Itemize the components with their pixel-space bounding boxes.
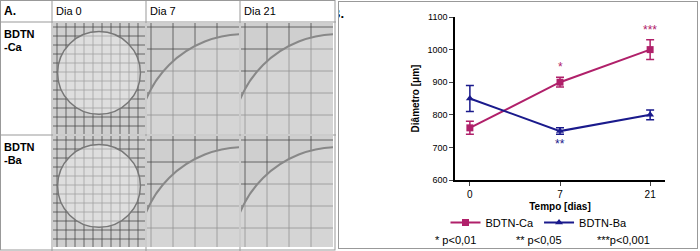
- svg-text:***p<0,001: ***p<0,001: [597, 234, 650, 246]
- svg-text:Dia 21: Dia 21: [244, 5, 276, 17]
- svg-text:A.: A.: [4, 4, 16, 18]
- svg-text:Tempo [dias]: Tempo [dias]: [529, 201, 590, 212]
- svg-text:1100: 1100: [428, 12, 447, 22]
- svg-text:**: **: [555, 137, 565, 151]
- svg-text:BDTN-Ba: BDTN-Ba: [579, 217, 627, 229]
- svg-text:1000: 1000: [427, 45, 447, 55]
- svg-text:Dia 0: Dia 0: [56, 5, 82, 17]
- svg-text:B.: B.: [338, 6, 344, 21]
- svg-text:Diâmetro [μm]: Diâmetro [μm]: [410, 65, 421, 133]
- svg-text:BDTN-Ca: BDTN-Ca: [486, 217, 535, 229]
- svg-text:Dia 7: Dia 7: [150, 5, 176, 17]
- svg-text:BDTN-Ba: BDTN-Ba: [4, 141, 35, 166]
- svg-text:800: 800: [432, 110, 447, 120]
- svg-text:21: 21: [645, 189, 657, 200]
- svg-text:600: 600: [432, 175, 447, 185]
- svg-text:BDTN-Ca: BDTN-Ca: [4, 28, 35, 53]
- svg-text:*: *: [558, 60, 563, 74]
- svg-text:7: 7: [557, 189, 563, 200]
- svg-text:** p<0,05: ** p<0,05: [516, 234, 562, 246]
- svg-text:0: 0: [467, 189, 473, 200]
- svg-text:900: 900: [432, 77, 447, 87]
- svg-text:700: 700: [432, 143, 447, 153]
- svg-text:***: ***: [643, 23, 657, 37]
- svg-text:* p<0,01: * p<0,01: [435, 234, 476, 246]
